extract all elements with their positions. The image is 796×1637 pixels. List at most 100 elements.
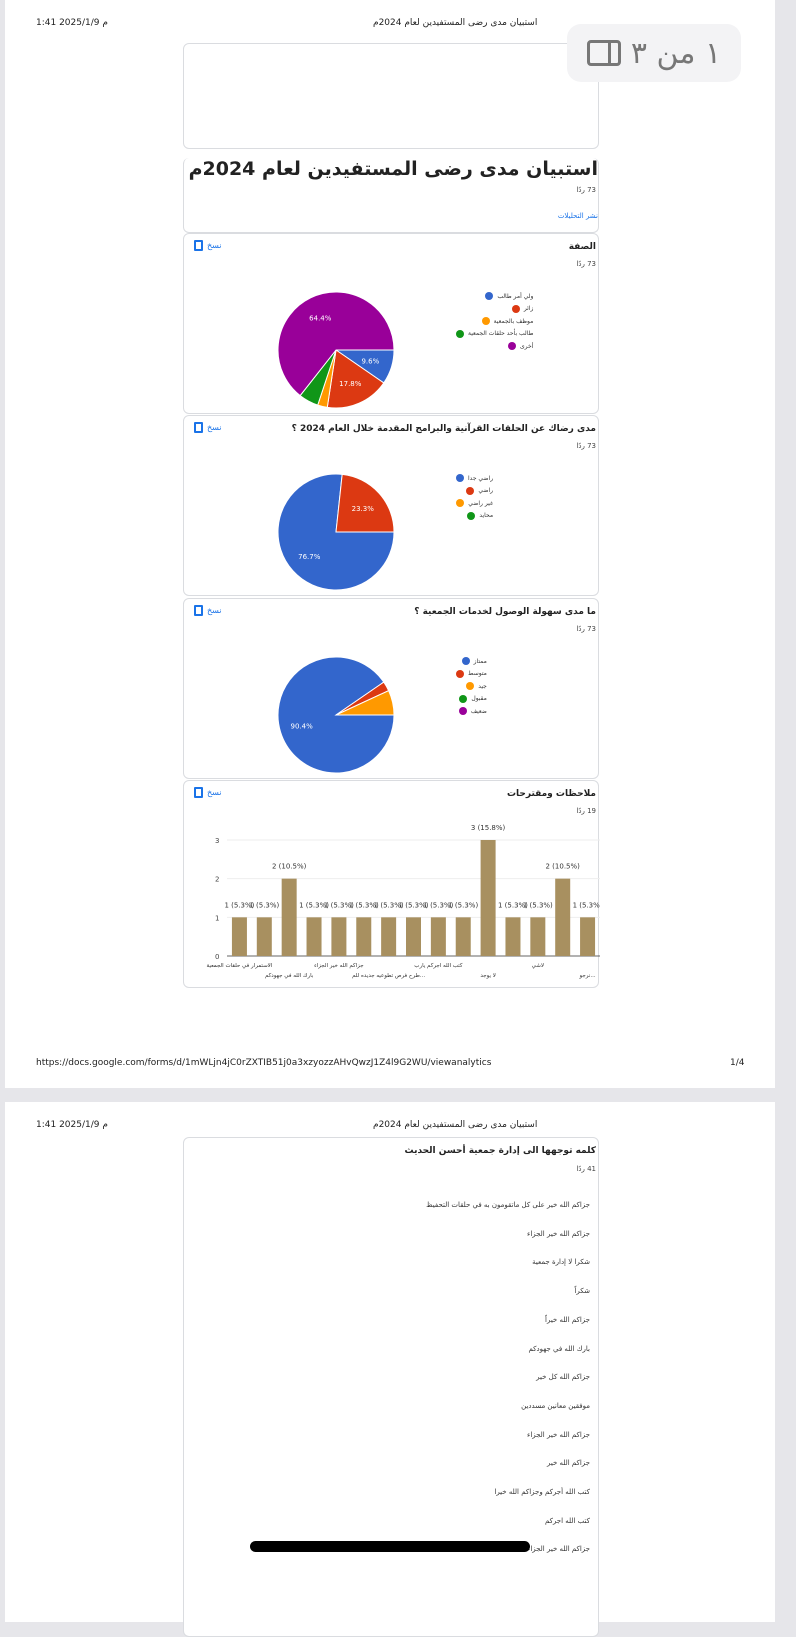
form-title-card: استبيان مدى رضى المستفيدين لعام 2024م 73… [183,158,599,233]
bar [580,917,596,956]
print-date: 1:41 2025/1/9 م [36,18,108,28]
legend-dot-icon [461,657,470,666]
legend-item: محايد [456,510,493,523]
chart-legend: راضي جدا راضي غير راضي محايد [456,472,493,522]
bar-data-label: 1 (5.3%) [573,901,600,909]
copy-chart-button[interactable]: نسخ [194,787,222,798]
bar-data-label: 2 (10.5%) [546,863,581,871]
legend-dot-icon [456,474,464,483]
bar-data-label: 1 (5.3%) [374,901,404,909]
bar [455,917,471,956]
x-tick-label: بارك الله في جهودكم [265,972,314,979]
bar-data-label: 1 (5.3%) [448,901,478,909]
question-title: الصفة [568,242,596,252]
bar [381,917,397,956]
legend-item: أخرى [456,340,533,353]
bar [306,917,322,956]
legend-item: ممتاز [456,655,487,668]
x-tick-label: نرجو... [579,973,596,979]
response-count: 73 ردًا [576,260,596,268]
bar-data-label: 1 (5.3%) [249,901,279,909]
pie-slice [326,349,385,409]
publish-analytics-link[interactable]: نشر التحليلات [557,212,598,220]
pie-chart: 76.7% 23.3% [277,473,395,591]
response-item: جزاكم الله خير [546,1459,590,1468]
legend-item: جيد [456,680,487,693]
pie-chart: 90.4% [277,656,395,774]
bar-data-label: 1 (5.3%) [498,901,528,909]
pdf-page-2: 1:41 2025/1/9 م استبيان مدى رضى المستفيد… [5,1102,775,1637]
pie-data-label: 90.4% [291,723,314,731]
bar-chart: 0 1 2 3 1 (5.3%) الاستمرار في حلقات الجمعية 1 … [207,824,600,979]
copy-chart-button[interactable]: نسخ [194,240,222,251]
pie-data-label: 64.4% [309,315,332,323]
print-doc-title: استبيان مدى رضى المستفيدين لعام 2024م [373,1120,538,1130]
legend-dot-icon [511,304,520,313]
bar-data-label: 1 (5.3%) [423,901,453,909]
pie-data-label: 76.7% [298,553,321,561]
bar [530,917,546,956]
bar [231,917,247,956]
pie-data-label: 23.3% [352,505,375,513]
copy-chart-button[interactable]: نسخ [194,422,222,433]
chart-legend: ولي أمر طالب زائر موظف بالجمعية طالب بأحد ح… [456,290,533,353]
page-url: https://docs.google.com/forms/d/1mWLjn4j… [36,1058,492,1068]
response-item: جزاكم الله كل خير [536,1373,590,1382]
x-tick-label: جزاكم الله خير الجزاء [314,962,363,969]
y-tick-label: 1 [215,914,219,922]
legend-item: زائر [456,303,533,316]
legend-item: راضي [456,485,493,498]
response-item: بارك الله في جهودكم [528,1344,590,1353]
legend-item: موظف بالجمعية [456,315,533,328]
bar-data-label: 1 (5.3%) [324,901,354,909]
pie-slice [277,291,395,397]
copy-icon [194,605,203,616]
bar [505,917,521,956]
legend-dot-icon [456,669,464,678]
response-item: جزاكم الله خير الجزاء [527,1229,590,1238]
form-title: استبيان مدى رضى المستفيدين لعام 2024م [188,158,598,180]
pdf-page-1: 1:41 2025/1/9 م استبيان مدى رضى المستفيد… [5,0,775,1088]
question-card-1: نسخ الصفة 73 ردًا 9.6% 17.8% 64.4% ولي أمر… [183,233,599,414]
pie-chart: 9.6% 17.8% 64.4% [277,291,395,409]
pie-slice [335,473,395,533]
legend-item: غير راضي [456,497,493,510]
bar [281,878,297,956]
response-count: 73 ردًا [576,442,596,450]
response-item: جزاكم الله خير الجزاء [527,1545,590,1554]
legend-item: راضي جدا [456,472,493,485]
bar [555,878,571,956]
home-indicator[interactable] [250,1541,530,1552]
response-item: موفقين معانين مسددين [521,1401,590,1410]
pie-data-label: 17.8% [339,380,362,388]
question-card-3: نسخ ما مدى سهولة الوصول لخدمات الجمعية ؟… [183,598,599,779]
bar-data-label: 1 (5.3%) [299,901,329,909]
total-responses: 73 ردًا [576,186,596,194]
question-title: ملاحظات ومقترحات [506,789,596,799]
legend-dot-icon [456,499,465,508]
x-tick-label: طرح فرص تطوعيه جديده للم... [352,973,425,979]
response-item: كتب الله أجركم وجزاكم الله خيرا [494,1488,590,1496]
legend-item: طالب بأحد حلقات الجمعية [456,328,533,341]
page-indicator[interactable]: ١ من ٣ [567,24,741,82]
legend-dot-icon [481,317,490,326]
response-item: جزاكم الله خير الجزاء [527,1430,590,1439]
x-tick-label: لاشي [532,963,544,969]
bar-data-label: 1 (5.3%) [399,901,429,909]
question-card-2: نسخ مدى رضاك عن الحلقات القرآنية والبرام… [183,415,599,596]
response-item: كتب الله اجركم [544,1516,590,1525]
bar [480,840,496,956]
response-count: 41 ردًا [576,1165,596,1173]
bar-data-label: 1 (5.3%) [523,901,553,909]
y-tick-label: 3 [215,837,219,845]
question-title: كلمه توجهها الى إدارة جمعية أحسن الحديث [404,1146,596,1156]
print-doc-title: استبيان مدى رضى المستفيدين لعام 2024م [373,18,538,28]
page-number: 1/4 [730,1058,745,1068]
copy-icon [194,422,203,433]
response-item: شكراً [574,1287,590,1296]
copy-chart-button[interactable]: نسخ [194,605,222,616]
legend-dot-icon [466,682,475,691]
bar [331,917,347,956]
bar [356,917,372,956]
pie-slice [335,689,395,716]
